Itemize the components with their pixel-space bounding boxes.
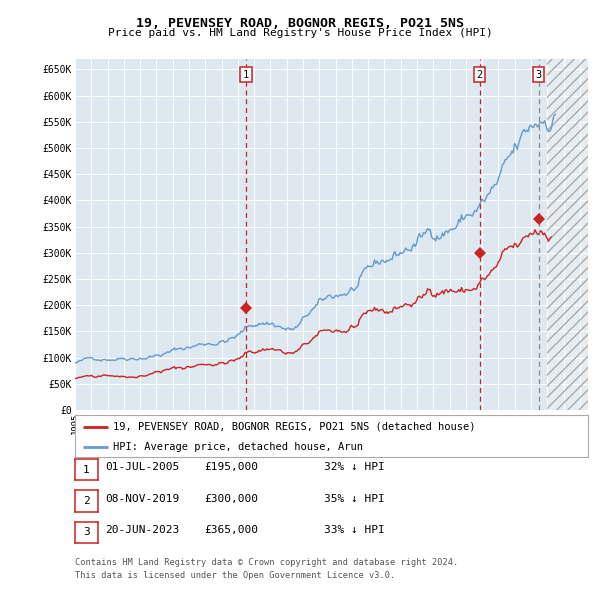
Text: 2: 2 xyxy=(83,496,90,506)
Text: This data is licensed under the Open Government Licence v3.0.: This data is licensed under the Open Gov… xyxy=(75,571,395,579)
Text: £195,000: £195,000 xyxy=(204,463,258,472)
Text: £365,000: £365,000 xyxy=(204,525,258,535)
Text: 3: 3 xyxy=(83,527,90,537)
Text: £300,000: £300,000 xyxy=(204,494,258,503)
Text: 3: 3 xyxy=(536,70,542,80)
Text: 08-NOV-2019: 08-NOV-2019 xyxy=(105,494,179,503)
Text: 01-JUL-2005: 01-JUL-2005 xyxy=(105,463,179,472)
Bar xyxy=(547,59,588,410)
Text: 33% ↓ HPI: 33% ↓ HPI xyxy=(324,525,385,535)
Text: 1: 1 xyxy=(243,70,249,80)
Text: 35% ↓ HPI: 35% ↓ HPI xyxy=(324,494,385,503)
Text: 2: 2 xyxy=(476,70,483,80)
Text: Price paid vs. HM Land Registry's House Price Index (HPI): Price paid vs. HM Land Registry's House … xyxy=(107,28,493,38)
Text: 19, PEVENSEY ROAD, BOGNOR REGIS, PO21 5NS (detached house): 19, PEVENSEY ROAD, BOGNOR REGIS, PO21 5N… xyxy=(113,422,476,432)
Text: 32% ↓ HPI: 32% ↓ HPI xyxy=(324,463,385,472)
Text: 19, PEVENSEY ROAD, BOGNOR REGIS, PO21 5NS: 19, PEVENSEY ROAD, BOGNOR REGIS, PO21 5N… xyxy=(136,17,464,30)
Bar xyxy=(547,59,588,410)
Text: 1: 1 xyxy=(83,465,90,474)
Text: Contains HM Land Registry data © Crown copyright and database right 2024.: Contains HM Land Registry data © Crown c… xyxy=(75,558,458,566)
Text: 20-JUN-2023: 20-JUN-2023 xyxy=(105,525,179,535)
Text: HPI: Average price, detached house, Arun: HPI: Average price, detached house, Arun xyxy=(113,442,364,451)
